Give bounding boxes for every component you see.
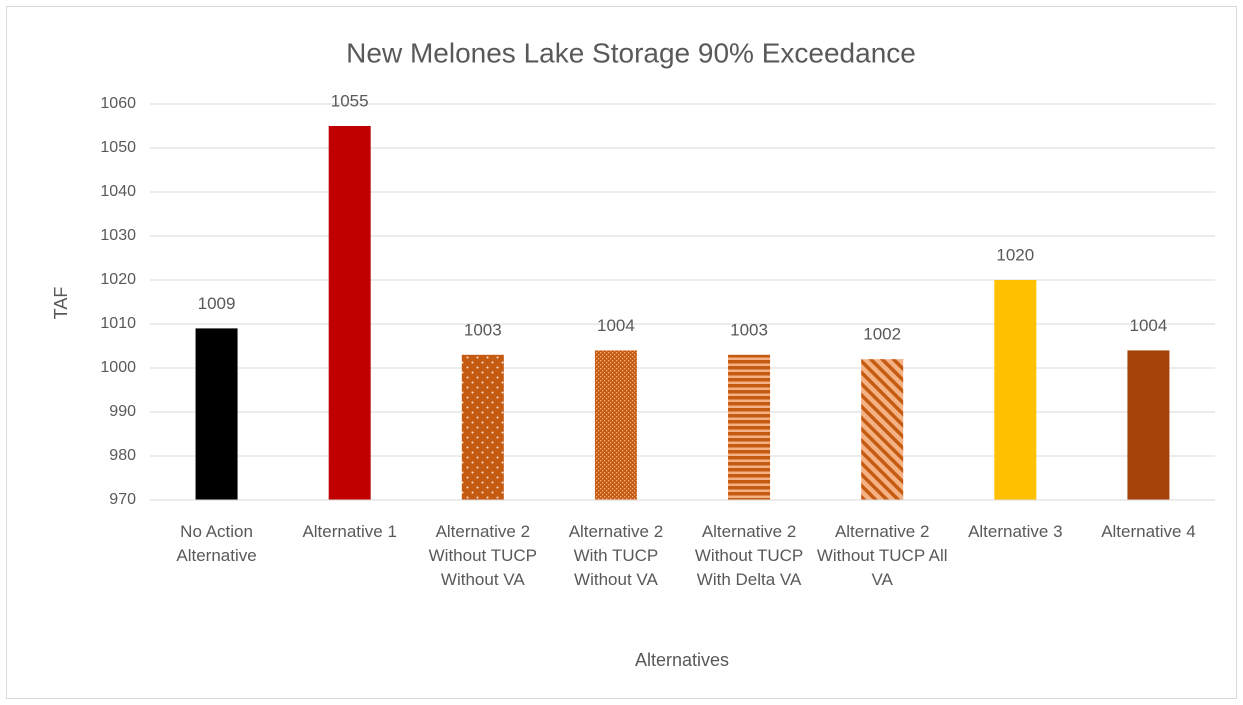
chart-title: New Melones Lake Storage 90% Exceedance [346, 37, 916, 68]
y-tick-label: 1030 [100, 227, 136, 244]
x-tick-label-box: No Action Alternative [176, 522, 257, 565]
bar [461, 354, 504, 500]
y-tick-label: 1040 [100, 183, 136, 200]
x-tick-label-box: Alternative 2 Without TUCP With Delta VA [694, 522, 804, 589]
y-tick-label: 970 [109, 491, 136, 508]
x-tick-label-box: Alternative 4 [1101, 522, 1196, 541]
y-tick-label: 1020 [100, 271, 136, 288]
y-tick-label: 980 [109, 447, 136, 464]
bar [594, 350, 637, 500]
data-label: 1020 [996, 245, 1034, 264]
y-axis-title: TAF [51, 287, 71, 320]
x-tick-label-box: Alternative 2 Without TUCP Without VA [428, 522, 537, 589]
y-tick-label: 1050 [100, 139, 136, 156]
bar [328, 126, 371, 500]
x-tick-label-box: Alternative 2 With TUCP Without VA [568, 522, 664, 589]
data-label: 1004 [597, 316, 635, 335]
data-label: 1004 [1130, 316, 1168, 335]
x-tick-label-box: Alternative 2 Without TUCP All VA [816, 522, 948, 589]
x-tick-label: Alternative 1 [302, 522, 397, 541]
bar [195, 328, 238, 500]
y-tick-label: 1000 [100, 359, 136, 376]
bar [861, 359, 904, 500]
data-label: 1002 [863, 325, 901, 344]
bar [1127, 350, 1170, 500]
data-label: 1055 [331, 91, 369, 110]
y-tick-label: 990 [109, 403, 136, 420]
data-label: 1003 [464, 320, 502, 339]
bar [994, 280, 1037, 500]
y-tick-label: 1010 [100, 315, 136, 332]
data-label: 1003 [730, 320, 768, 339]
x-tick-label: No Action Alternative [176, 522, 257, 565]
x-tick-label: Alternative 2 With TUCP Without VA [568, 522, 664, 589]
x-tick-label: Alternative 4 [1101, 522, 1196, 541]
x-axis-title: Alternatives [635, 650, 729, 670]
x-tick-label: Alternative 2 Without TUCP Without VA [428, 522, 537, 589]
x-tick-label: Alternative 3 [968, 522, 1063, 541]
x-tick-label-box: Alternative 1 [302, 522, 397, 541]
data-label: 1009 [198, 294, 236, 313]
x-tick-label: Alternative 2 Without TUCP All VA [816, 522, 948, 589]
x-tick-label-box: Alternative 3 [968, 522, 1063, 541]
x-tick-label: Alternative 2 Without TUCP With Delta VA [694, 522, 804, 589]
y-tick-label: 1060 [100, 95, 136, 112]
bar [728, 354, 771, 500]
